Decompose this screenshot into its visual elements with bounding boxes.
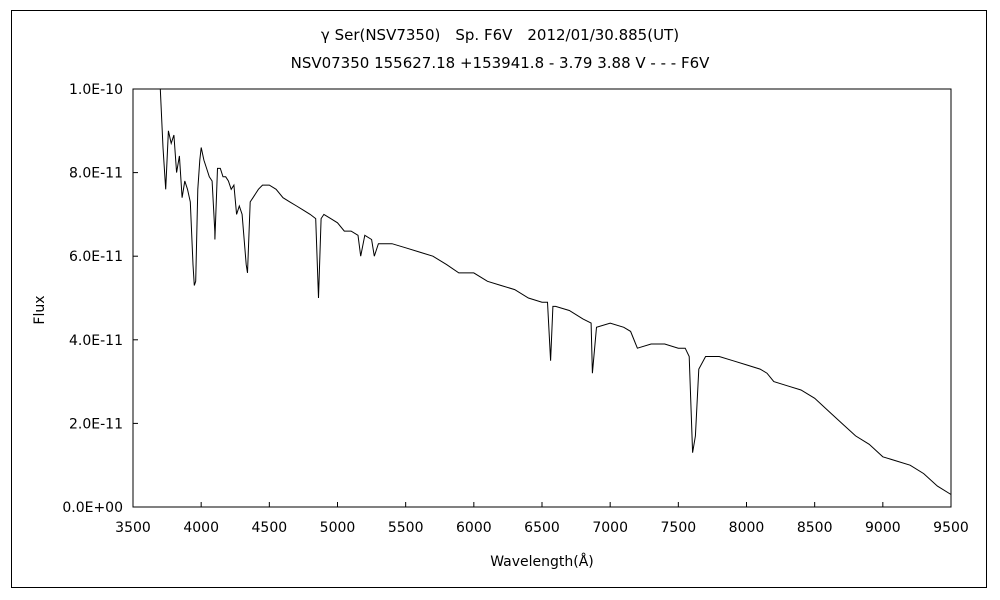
x-axis-label: Wavelength(Å) — [490, 553, 594, 570]
chart-subtitle: NSV07350 155627.18 +153941.8 - 3.79 3.88… — [291, 54, 711, 72]
x-tick-label: 8000 — [729, 520, 765, 536]
x-tick-label: 4500 — [252, 520, 288, 536]
chart-frame — [11, 10, 987, 588]
series-line — [159, 88, 952, 495]
y-tick-label: 0.0E+00 — [62, 500, 123, 516]
x-tick-label: 4000 — [183, 520, 219, 536]
y-axis-label: Flux — [32, 295, 48, 324]
x-tick-label: 6000 — [456, 520, 492, 536]
y-tick-label: 8.0E-11 — [69, 166, 123, 182]
y-tick-label: 2.0E-11 — [69, 416, 123, 432]
plot-area — [132, 88, 952, 508]
x-axis: 3500 4000 4500 5000 5500 6000 6500 7000 7500 8000… — [115, 502, 969, 536]
x-tick-label: 9000 — [865, 520, 901, 536]
y-tick-label: 4.0E-11 — [69, 333, 123, 349]
chart-title: γ Ser(NSV7350) Sp. F6V 2012/01/30.885(UT… — [321, 26, 679, 44]
x-tick-label: 7500 — [661, 520, 697, 536]
y-tick-label: 6.0E-11 — [69, 249, 123, 265]
x-tick-label: 9500 — [933, 520, 969, 536]
x-tick-label: 8500 — [797, 520, 833, 536]
x-tick-label: 5500 — [388, 520, 424, 536]
x-tick-label: 6500 — [524, 520, 560, 536]
y-tick-label: 1.0E-10 — [69, 82, 123, 98]
y-axis: 0.0E+00 2.0E-11 4.0E-11 6.0E-11 8.0E-11 1.0E-… — [62, 82, 138, 516]
x-tick-label: 7000 — [592, 520, 628, 536]
x-tick-label: 5000 — [320, 520, 356, 536]
x-tick-label: 3500 — [115, 520, 151, 536]
